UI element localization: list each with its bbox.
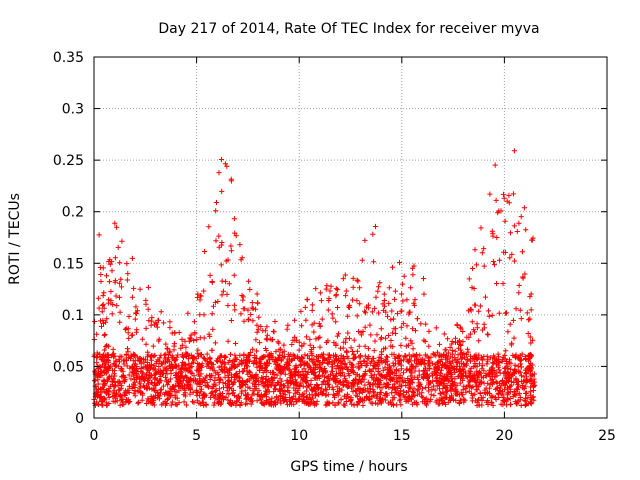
axes: 0 5 10 15 20 25 0 0.05 0.1 0.15 0.2 0.25 0.3 0.35	[53, 50, 616, 444]
x-tick-label: 5	[192, 428, 201, 444]
roti-point-markers	[91, 148, 538, 409]
y-tick-label: 0.2	[62, 205, 84, 221]
x-tick-label: 15	[393, 428, 411, 444]
chart-title: Day 217 of 2014, Rate Of TEC Index for r…	[158, 21, 539, 37]
y-tick-label: 0.25	[53, 153, 84, 169]
x-axis-label: GPS time / hours	[290, 459, 407, 475]
y-tick-label: 0.1	[62, 308, 84, 324]
data-points	[91, 148, 538, 409]
y-tick-label: 0	[75, 411, 84, 427]
y-axis-label: ROTI / TECUs	[7, 193, 23, 285]
y-tick-label: 0.3	[62, 102, 84, 118]
y-tick-label: 0.05	[53, 359, 84, 375]
y-tick-label: 0.35	[53, 50, 84, 66]
plot-frame	[93, 56, 608, 419]
x-tick-label: 0	[90, 428, 99, 444]
y-tick-label: 0.15	[53, 256, 84, 272]
x-tick-label: 20	[495, 428, 513, 444]
x-tick-label: 10	[290, 428, 308, 444]
x-tick-label: 25	[598, 428, 616, 444]
